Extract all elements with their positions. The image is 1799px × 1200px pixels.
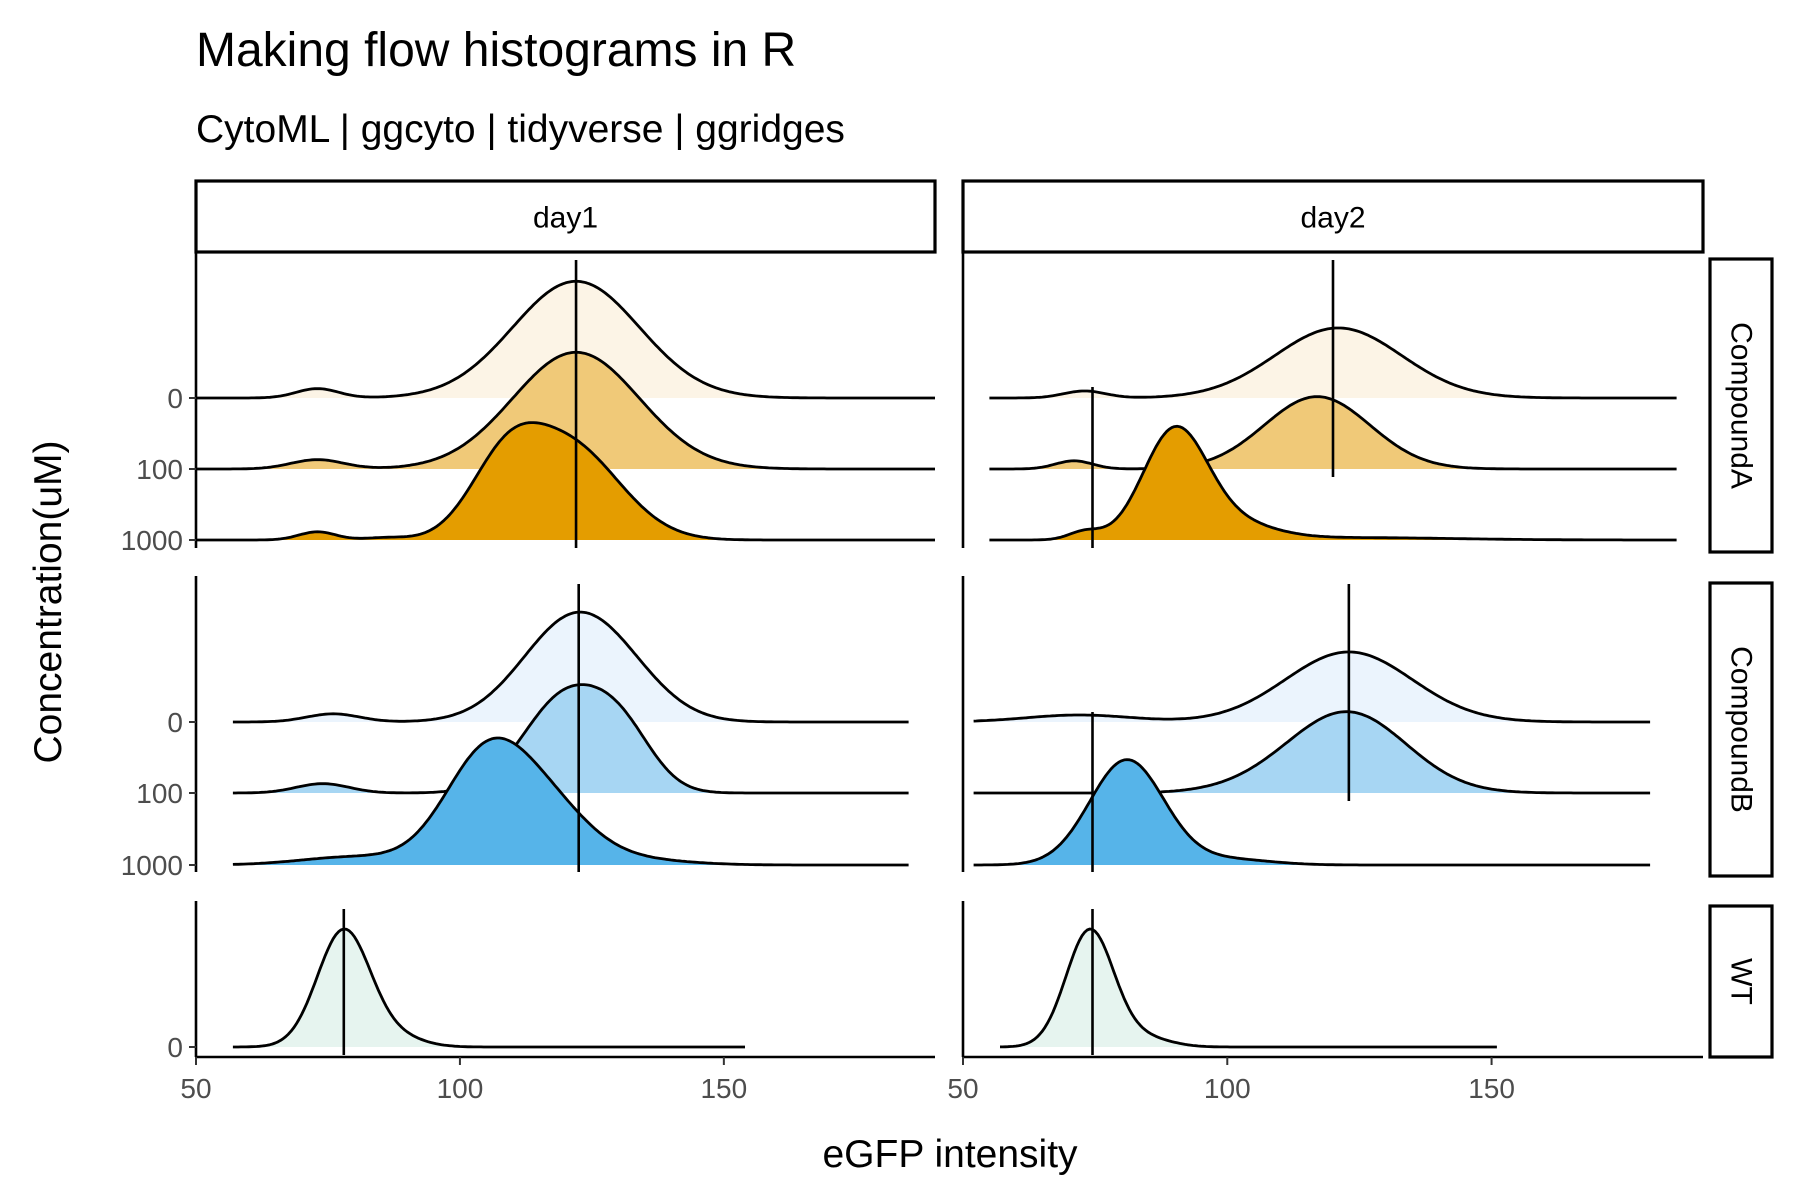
strip-label: WT [1725,958,1758,1005]
ridge-outline [232,927,745,1049]
strip-day1: day1 [194,179,937,254]
x-tick-label: 50 [947,1073,978,1104]
ridge-fill [196,281,935,398]
strip-label: day2 [1300,202,1365,235]
strip-label: CompoundB [1725,646,1758,813]
y-tick-label: 100 [136,454,183,485]
ridge-WT-day1-0 [232,927,745,1049]
y-tick-label: 0 [167,707,183,738]
ridge-CompoundA-day1-0 [196,279,935,400]
strip-box [194,179,937,254]
y-tick-label: 1000 [121,850,183,881]
ridge-fill [973,759,1651,865]
strip-box [1708,904,1774,1059]
ridge-fill [973,711,1651,793]
ridge-CompoundB-day1-0 [232,610,909,724]
ridge-fill [232,684,909,793]
ridge-CompoundB-day2-0 [973,650,1651,724]
y-tick-label: 1000 [121,525,183,556]
ridge-CompoundB-day1-1000 [232,736,909,867]
ridge-outline [973,650,1651,724]
strips: day1 day2 CompoundA CompoundB WT [194,179,1774,1059]
axes: 0 100 1000 0 100 1000 50 100 150 50 100 150 0 [121,252,1703,1104]
strip-box [961,179,1705,254]
ridge-CompoundA-day1-1000 [196,421,935,542]
ridge-outline [973,710,1651,795]
ridge-outline [232,610,909,724]
strip-day2: day2 [961,179,1705,254]
strip-label: CompoundA [1725,322,1758,489]
ridge-outline [989,424,1677,542]
ridge-fill [196,422,935,540]
strip-WT: WT [1708,904,1774,1059]
strip-CompoundA: CompoundA [1708,257,1774,554]
ridge-fill [232,738,909,865]
y-axis-title: Concentration(uM) [27,441,70,764]
ridge-fill [232,929,745,1047]
ridge-fill [1000,929,1497,1047]
ridge-fill [196,352,935,469]
ridge-fill [232,612,909,722]
ridge-fill [989,426,1677,540]
y-tick-label: 0 [167,383,183,414]
x-tick-label: 150 [1468,1073,1515,1104]
y-tick-label: 0 [167,1032,183,1063]
ridge-CompoundA-day1-100 [196,350,935,471]
panels [196,260,1677,1055]
x-tick-label: 50 [180,1073,211,1104]
strip-box [1708,581,1774,878]
x-axis-title: eGFP intensity [822,1133,1078,1176]
ridge-fill [973,652,1651,722]
ridge-outline [196,421,935,542]
ridge-outline [196,350,935,471]
chart-title: Making flow histograms in R [196,24,796,77]
x-tick-label: 100 [437,1073,484,1104]
ridge-CompoundB-day1-100 [232,683,909,795]
strip-label: day1 [533,202,598,235]
strip-box [1708,257,1774,554]
x-tick-label: 100 [1204,1073,1251,1104]
ridge-outline [232,736,909,867]
y-tick-label: 100 [136,778,183,809]
ridge-outline [196,279,935,400]
ridge-CompoundB-day2-100 [973,710,1651,795]
ridge-CompoundA-day2-1000 [989,424,1677,542]
ridge-outline [232,683,909,795]
ridge-WT-day2-0 [1000,927,1497,1049]
x-tick-label: 150 [700,1073,747,1104]
ridge-outline [973,758,1651,867]
ridge-CompoundB-day2-1000 [973,758,1651,867]
strip-CompoundB: CompoundB [1708,581,1774,878]
chart-subtitle: CytoML | ggcyto | tidyverse | ggridges [196,108,845,151]
ridge-outline [1000,927,1497,1049]
